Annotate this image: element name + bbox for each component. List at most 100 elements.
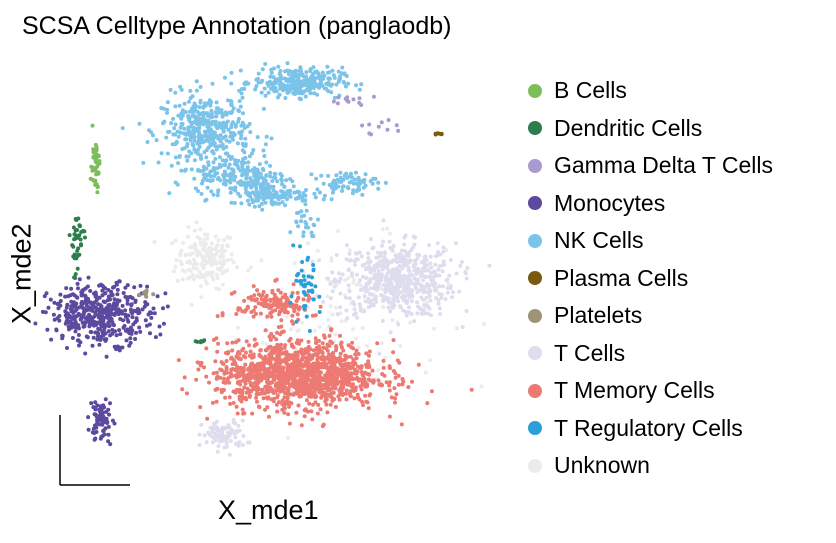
scatter-point	[309, 84, 314, 89]
scatter-point	[102, 432, 107, 437]
scatter-point	[97, 327, 102, 332]
scatter-point	[276, 348, 281, 353]
scatter-point	[100, 411, 105, 415]
scatter-point	[295, 80, 300, 85]
legend-item: Gamma Delta T Cells	[528, 147, 773, 185]
scatter-point	[395, 358, 400, 363]
scatter-point	[374, 299, 379, 304]
scatter-point	[288, 230, 293, 235]
scatter-point	[55, 302, 60, 306]
scatter-point	[367, 349, 372, 354]
scatter-point	[410, 294, 415, 299]
scatter-point	[391, 301, 396, 306]
scatter-point	[344, 367, 349, 372]
scatter-point	[75, 313, 80, 318]
scatter-point	[253, 305, 258, 310]
scatter-point	[305, 257, 310, 262]
scatter-point	[436, 298, 441, 303]
scatter-point	[232, 201, 237, 205]
legend: B Cells Dendritic Cells Gamma Delta T Cell…	[528, 72, 773, 485]
scatter-point	[329, 90, 334, 95]
scatter-point	[215, 106, 220, 111]
scatter-point	[94, 425, 99, 430]
scatter-point	[255, 172, 260, 177]
scatter-point	[281, 88, 286, 93]
scatter-point	[234, 441, 238, 446]
scatter-point	[249, 178, 254, 183]
scatter-point	[309, 354, 314, 359]
scatter-point	[78, 237, 83, 242]
scatter-point	[275, 330, 280, 335]
scatter-point	[282, 410, 287, 415]
scatter-point	[318, 74, 323, 79]
scatter-point	[228, 374, 233, 379]
scatter-point	[387, 364, 392, 369]
scatter-point	[175, 278, 180, 283]
scatter-point	[228, 180, 233, 185]
scatter-point	[297, 341, 302, 346]
scatter-point	[326, 80, 331, 85]
scatter-point	[268, 337, 273, 342]
scatter-point	[285, 68, 290, 73]
legend-label: Platelets	[554, 302, 643, 329]
scatter-point	[338, 359, 343, 364]
scatter-point	[435, 131, 440, 136]
scatter-point	[278, 171, 283, 176]
scatter-point	[370, 246, 375, 251]
scatter-point	[186, 127, 191, 132]
scatter-point	[316, 71, 321, 76]
scatter-point	[244, 184, 249, 189]
scatter-point	[85, 335, 90, 340]
scatter-point	[274, 194, 279, 198]
scatter-point	[83, 286, 88, 291]
scatter-point	[120, 303, 125, 308]
scatter-point	[282, 184, 287, 189]
scatter-point	[211, 160, 216, 165]
scatter-point	[334, 184, 339, 189]
scatter-point	[302, 278, 307, 283]
scatter-point	[330, 68, 335, 73]
scatter-point	[42, 294, 47, 299]
scatter-point	[277, 372, 282, 377]
scatter-point	[320, 378, 325, 382]
scatter-point	[432, 274, 437, 279]
scatter-point	[122, 324, 127, 328]
scatter-point	[217, 121, 222, 126]
scatter-point	[441, 245, 446, 250]
scatter-point	[97, 342, 102, 347]
scatter-point	[205, 236, 210, 241]
scatter-point	[275, 342, 280, 347]
scatter-point	[363, 393, 368, 398]
scatter-point	[431, 326, 436, 331]
scatter-point	[108, 401, 112, 406]
scatter-point	[267, 305, 272, 310]
scatter-point	[239, 133, 244, 138]
scatter-point	[246, 440, 251, 445]
scatter-point	[418, 307, 423, 312]
scatter-point	[217, 433, 222, 438]
scatter-point	[246, 268, 251, 273]
scatter-point	[396, 373, 401, 378]
scatter-point	[169, 163, 174, 168]
scatter-point	[311, 348, 316, 353]
scatter-point	[277, 400, 281, 405]
scatter-point	[173, 238, 178, 243]
scatter-point	[261, 195, 265, 200]
scatter-point	[93, 322, 98, 327]
scatter-point	[246, 160, 251, 165]
scatter-point	[367, 353, 371, 358]
scatter-point	[332, 277, 337, 282]
scatter-point	[311, 234, 316, 239]
scatter-point	[182, 168, 187, 173]
scatter-point	[348, 354, 353, 359]
scatter-point	[324, 356, 329, 361]
scatter-point	[416, 267, 421, 272]
scatter-point	[276, 365, 281, 369]
scatter-point	[159, 106, 164, 110]
scatter-point	[209, 169, 214, 174]
scatter-point	[226, 127, 231, 132]
scatter-point	[299, 70, 304, 75]
scatter-point	[293, 363, 298, 368]
scatter-point	[296, 210, 301, 215]
scatter-point	[256, 376, 261, 381]
